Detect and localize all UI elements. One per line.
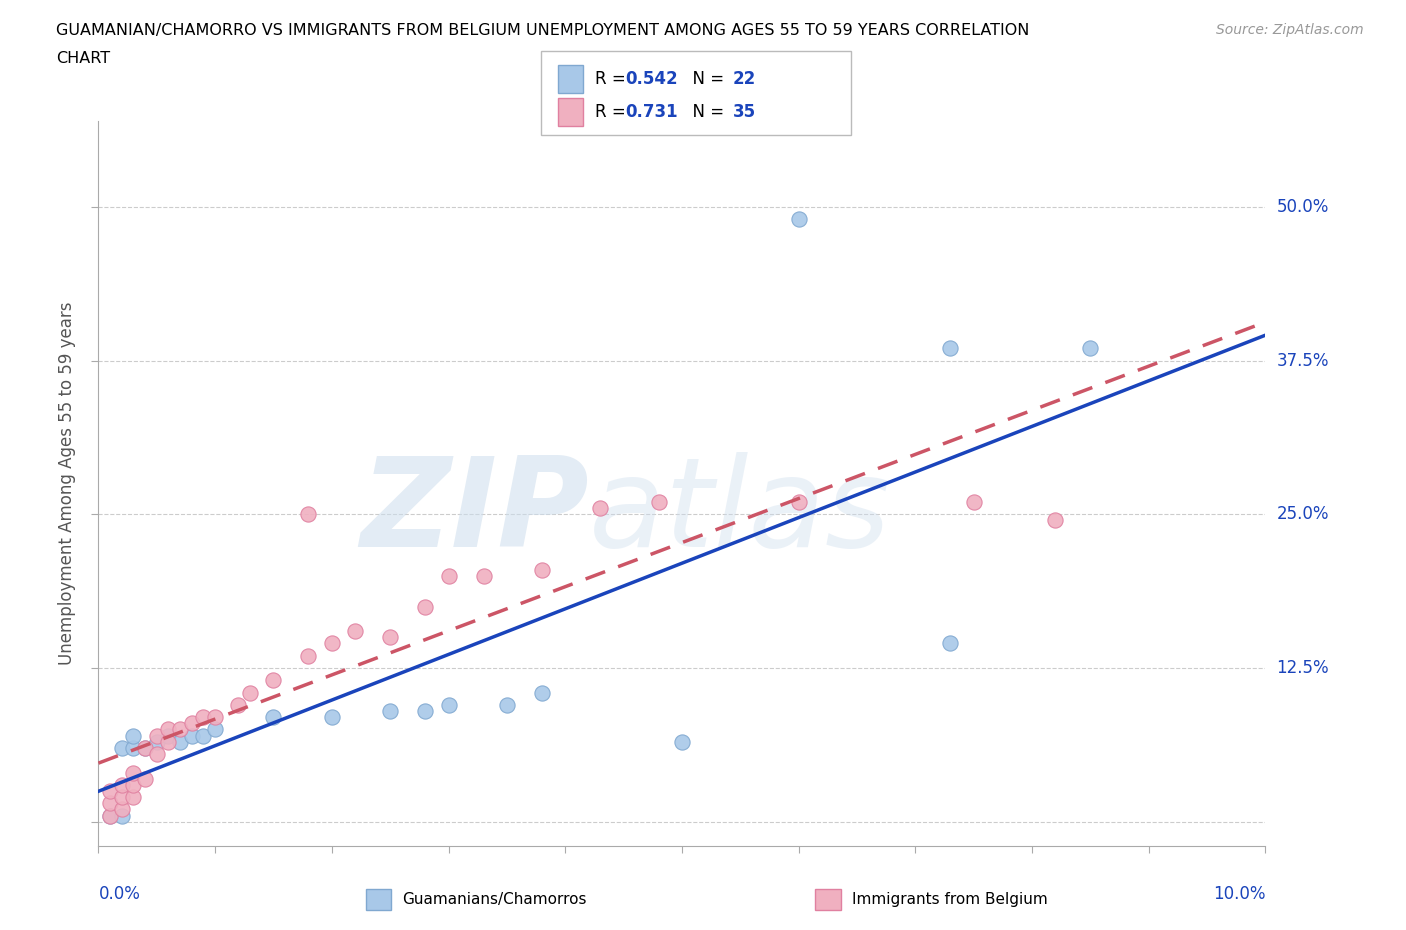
Point	[321, 636, 343, 651]
Text: 0.731: 0.731	[626, 102, 678, 121]
Point	[157, 728, 180, 743]
Point	[193, 710, 215, 724]
Point	[413, 599, 436, 614]
Point	[530, 685, 553, 700]
Text: Immigrants from Belgium: Immigrants from Belgium	[852, 892, 1047, 907]
Point	[134, 740, 156, 755]
Text: R =: R =	[595, 70, 631, 88]
Text: R =: R =	[595, 102, 631, 121]
Point	[111, 808, 134, 823]
Text: 0.542: 0.542	[626, 70, 678, 88]
Text: 10.0%: 10.0%	[1213, 885, 1265, 903]
Point	[169, 735, 191, 750]
Text: GUAMANIAN/CHAMORRO VS IMMIGRANTS FROM BELGIUM UNEMPLOYMENT AMONG AGES 55 TO 59 Y: GUAMANIAN/CHAMORRO VS IMMIGRANTS FROM BE…	[56, 23, 1029, 38]
Point	[787, 495, 810, 510]
Point	[146, 747, 169, 762]
Text: ZIP: ZIP	[360, 452, 589, 573]
Point	[134, 771, 156, 786]
Point	[111, 740, 134, 755]
Point	[530, 563, 553, 578]
Point	[380, 704, 402, 719]
Text: atlas: atlas	[589, 452, 890, 573]
Point	[472, 568, 495, 583]
Point	[134, 740, 156, 755]
Point	[437, 568, 460, 583]
Point	[157, 735, 180, 750]
Point	[180, 728, 202, 743]
Point	[98, 808, 121, 823]
Text: 37.5%: 37.5%	[1277, 352, 1329, 369]
Text: N =: N =	[682, 102, 730, 121]
Point	[239, 685, 262, 700]
Point	[321, 710, 343, 724]
Y-axis label: Unemployment Among Ages 55 to 59 years: Unemployment Among Ages 55 to 59 years	[58, 302, 76, 665]
Point	[297, 648, 319, 663]
Point	[262, 673, 284, 688]
Point	[589, 500, 612, 515]
Point	[204, 722, 226, 737]
Point	[380, 630, 402, 644]
Point	[157, 722, 180, 737]
Point	[228, 698, 250, 712]
Point	[169, 722, 191, 737]
Point	[962, 495, 984, 510]
Text: 12.5%: 12.5%	[1277, 659, 1329, 677]
Point	[787, 212, 810, 227]
Text: 35: 35	[733, 102, 755, 121]
Point	[939, 341, 962, 356]
Point	[122, 728, 145, 743]
Point	[647, 495, 669, 510]
Text: 25.0%: 25.0%	[1277, 505, 1329, 524]
Point	[111, 777, 134, 792]
Point	[939, 636, 962, 651]
Point	[1045, 513, 1067, 528]
Point	[122, 765, 145, 780]
Point	[193, 728, 215, 743]
Point	[122, 777, 145, 792]
Text: 22: 22	[733, 70, 756, 88]
Point	[437, 698, 460, 712]
Text: 50.0%: 50.0%	[1277, 198, 1329, 216]
Point	[98, 808, 121, 823]
Point	[98, 784, 121, 799]
Text: Guamanians/Chamorros: Guamanians/Chamorros	[402, 892, 586, 907]
Point	[122, 740, 145, 755]
Point	[671, 735, 693, 750]
Point	[122, 790, 145, 804]
Point	[98, 796, 121, 811]
Point	[111, 790, 134, 804]
Point	[204, 710, 226, 724]
Point	[262, 710, 284, 724]
Text: N =: N =	[682, 70, 730, 88]
Point	[111, 802, 134, 817]
Point	[413, 704, 436, 719]
Point	[180, 716, 202, 731]
Text: 0.0%: 0.0%	[98, 885, 141, 903]
Point	[146, 728, 169, 743]
Point	[146, 735, 169, 750]
Text: Source: ZipAtlas.com: Source: ZipAtlas.com	[1216, 23, 1364, 37]
Point	[1080, 341, 1102, 356]
Point	[344, 624, 367, 639]
Text: CHART: CHART	[56, 51, 110, 66]
Point	[297, 507, 319, 522]
Point	[496, 698, 519, 712]
